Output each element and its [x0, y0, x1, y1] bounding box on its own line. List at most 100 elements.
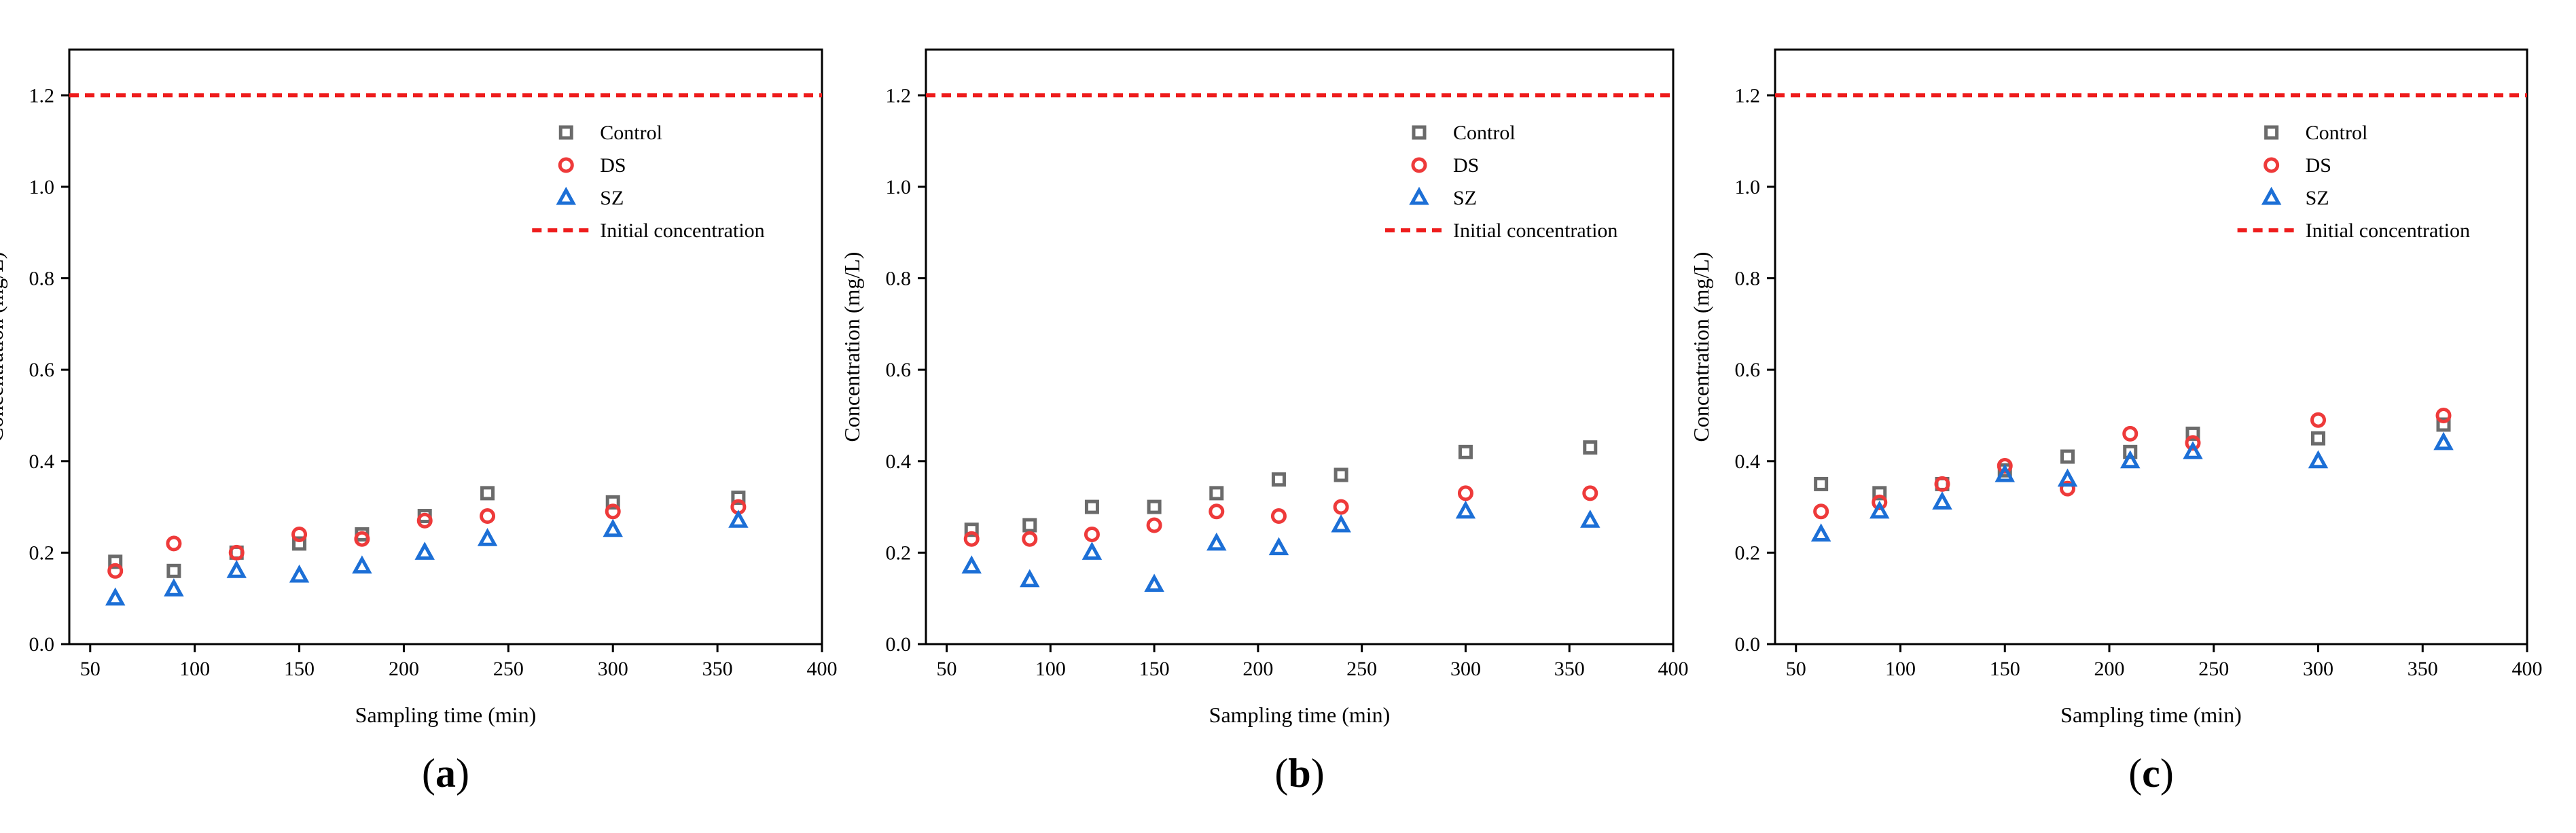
- legend-marker-sz: [2261, 186, 2282, 205]
- legend-label-sz: SZ: [1453, 187, 1477, 209]
- ds-point: [107, 563, 124, 579]
- legend-label-sz: SZ: [600, 187, 624, 209]
- y-tick-label: 0.8: [1735, 268, 1761, 290]
- ds-point: [2122, 425, 2139, 442]
- sz-point: [2120, 450, 2141, 469]
- ds-point: [480, 508, 496, 525]
- sz-point: [961, 555, 982, 574]
- sz-point: [2308, 450, 2329, 469]
- ds-point: [228, 544, 245, 561]
- sz-point: [477, 528, 498, 546]
- legend: Control DS SZ Initial concentration: [532, 122, 765, 242]
- y-tick-label: 0.0: [1735, 633, 1761, 656]
- y-axis-title: Concentration (mg/L): [1689, 252, 1713, 442]
- ds-point: [416, 512, 433, 529]
- sz-point: [164, 578, 184, 597]
- plot-frame: [925, 48, 1675, 645]
- ds-point: [1457, 485, 1473, 501]
- y-tick-label: 0.0: [29, 633, 55, 656]
- sz-point: [2433, 431, 2454, 450]
- x-tick-label: 250: [1346, 658, 1377, 680]
- control-point: [964, 522, 979, 537]
- ds-point: [2060, 480, 2075, 497]
- x-tick-label: 50: [80, 658, 101, 680]
- ds-point: [1997, 458, 2013, 474]
- ds-point: [605, 503, 621, 520]
- legend-label-initial: Initial concentration: [1453, 219, 1617, 242]
- x-tick-label: 350: [2408, 658, 2438, 680]
- sz-point: [1144, 573, 1164, 592]
- control-point: [1022, 518, 1037, 533]
- control-point: [605, 495, 620, 510]
- ds-point: [1270, 508, 1287, 525]
- y-tick-label: 1.2: [29, 84, 55, 107]
- y-axis-title: Concentration (mg/L): [0, 252, 7, 442]
- ds-point: [1582, 485, 1598, 501]
- x-tick-label: 200: [1242, 658, 1273, 680]
- control-point: [1334, 467, 1348, 482]
- y-tick-label: 0.2: [1735, 542, 1761, 564]
- control-point: [480, 486, 495, 501]
- sz-point: [728, 510, 749, 528]
- x-tick-label: 200: [2094, 658, 2125, 680]
- x-tick-label: 350: [702, 658, 733, 680]
- ds-point: [291, 526, 308, 542]
- legend-label-ds: DS: [1453, 154, 1479, 177]
- ds-point: [2310, 412, 2326, 428]
- legend-label-control: Control: [1453, 122, 1516, 144]
- sz-point: [226, 560, 247, 578]
- y-tick-label: 0.6: [29, 359, 55, 381]
- panel-label: (b): [1274, 751, 1324, 796]
- panel-letter: b: [1288, 751, 1310, 796]
- x-tick-label: 150: [1139, 658, 1170, 680]
- ds-point: [2435, 407, 2452, 423]
- legend-marker-sz: [1409, 186, 1429, 205]
- control-point: [1583, 440, 1598, 455]
- control-point: [2060, 449, 2075, 464]
- sz-point: [1994, 463, 2015, 482]
- panel-label: (a): [422, 751, 469, 796]
- y-tick-label: 0.0: [886, 633, 912, 656]
- x-tick-label: 400: [2512, 658, 2543, 680]
- sz-point: [289, 564, 310, 583]
- panel-letter: c: [2142, 751, 2160, 796]
- control-point: [166, 563, 181, 578]
- legend-marker-ds: [2264, 157, 2280, 173]
- control-point: [2436, 417, 2451, 432]
- x-tick-label: 400: [1658, 658, 1689, 680]
- x-tick-label: 100: [1885, 658, 1916, 680]
- y-tick-label: 0.2: [886, 542, 912, 564]
- control-point: [1458, 444, 1473, 459]
- x-tick-label: 400: [807, 658, 838, 680]
- legend-marker-sz: [556, 186, 577, 205]
- legend-marker-control: [2264, 125, 2279, 140]
- sz-point: [1268, 537, 1289, 556]
- ds-point: [1146, 517, 1162, 533]
- y-tick-label: 1.0: [29, 176, 55, 198]
- legend-marker-control: [1412, 125, 1427, 140]
- control-point: [1147, 499, 1162, 514]
- y-tick-label: 0.8: [29, 268, 55, 290]
- legend-label-control: Control: [600, 122, 662, 144]
- panel-letter: a: [435, 751, 456, 796]
- plot-frame: [1774, 48, 2528, 645]
- control-point: [1814, 476, 1829, 491]
- legend: Control DS SZ Initial concentration: [1385, 122, 1617, 242]
- x-tick-label: 50: [1786, 658, 1806, 680]
- y-tick-label: 0.4: [886, 450, 912, 473]
- x-tick-label: 50: [937, 658, 957, 680]
- ds-point: [1813, 503, 1829, 520]
- y-tick-label: 1.0: [886, 176, 912, 198]
- control-point: [2311, 431, 2325, 446]
- x-tick-label: 100: [179, 658, 210, 680]
- control-point: [1872, 486, 1887, 501]
- y-tick-label: 0.2: [29, 542, 55, 564]
- ds-point: [2185, 435, 2201, 451]
- sz-point: [1580, 510, 1600, 528]
- control-point: [1209, 486, 1224, 501]
- legend-label-ds: DS: [600, 154, 626, 177]
- ds-point: [354, 531, 370, 547]
- x-axis-title: Sampling time (min): [355, 703, 537, 727]
- panel-label: (c): [2128, 751, 2174, 796]
